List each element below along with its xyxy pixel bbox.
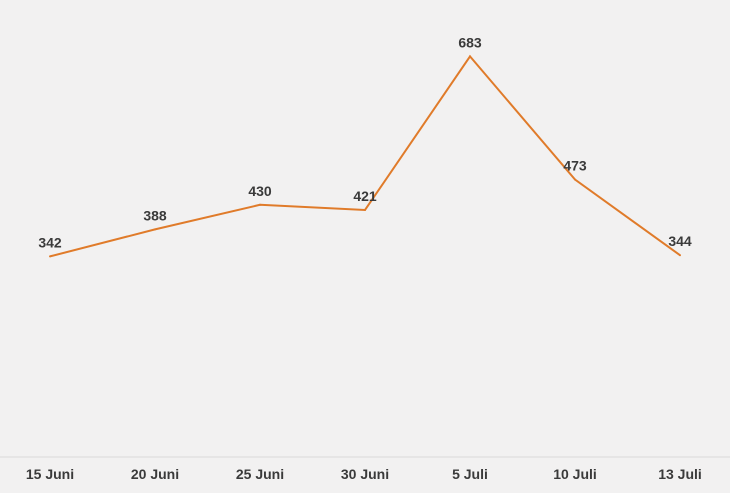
x-tick-label: 30 Juni bbox=[341, 466, 389, 482]
data-label: 342 bbox=[38, 234, 62, 250]
data-label: 473 bbox=[563, 158, 587, 174]
data-point bbox=[259, 203, 261, 206]
data-point bbox=[49, 255, 51, 258]
data-point bbox=[574, 178, 576, 181]
data-label: 388 bbox=[143, 207, 167, 223]
data-label: 421 bbox=[353, 188, 377, 204]
series-layer bbox=[49, 54, 681, 258]
data-label: 683 bbox=[458, 34, 482, 50]
x-tick-label: 25 Juni bbox=[236, 466, 284, 482]
x-tick-label: 5 Juli bbox=[452, 466, 488, 482]
x-tick-label: 20 Juni bbox=[131, 466, 179, 482]
data-label: 430 bbox=[248, 183, 272, 199]
data-labels: 342 388 430 421 683 473 344 bbox=[38, 34, 692, 250]
x-axis-ticks: 15 Juni 20 Juni 25 Juni 30 Juni 5 Juli 10 Jul… bbox=[26, 466, 702, 482]
data-point bbox=[469, 55, 471, 58]
x-tick-label: 15 Juni bbox=[26, 466, 74, 482]
data-point bbox=[679, 254, 681, 257]
data-point bbox=[154, 228, 156, 231]
data-point bbox=[364, 209, 366, 212]
data-label: 344 bbox=[668, 233, 692, 249]
x-tick-label: 10 Juli bbox=[553, 466, 597, 482]
x-tick-label: 13 Juli bbox=[658, 466, 702, 482]
